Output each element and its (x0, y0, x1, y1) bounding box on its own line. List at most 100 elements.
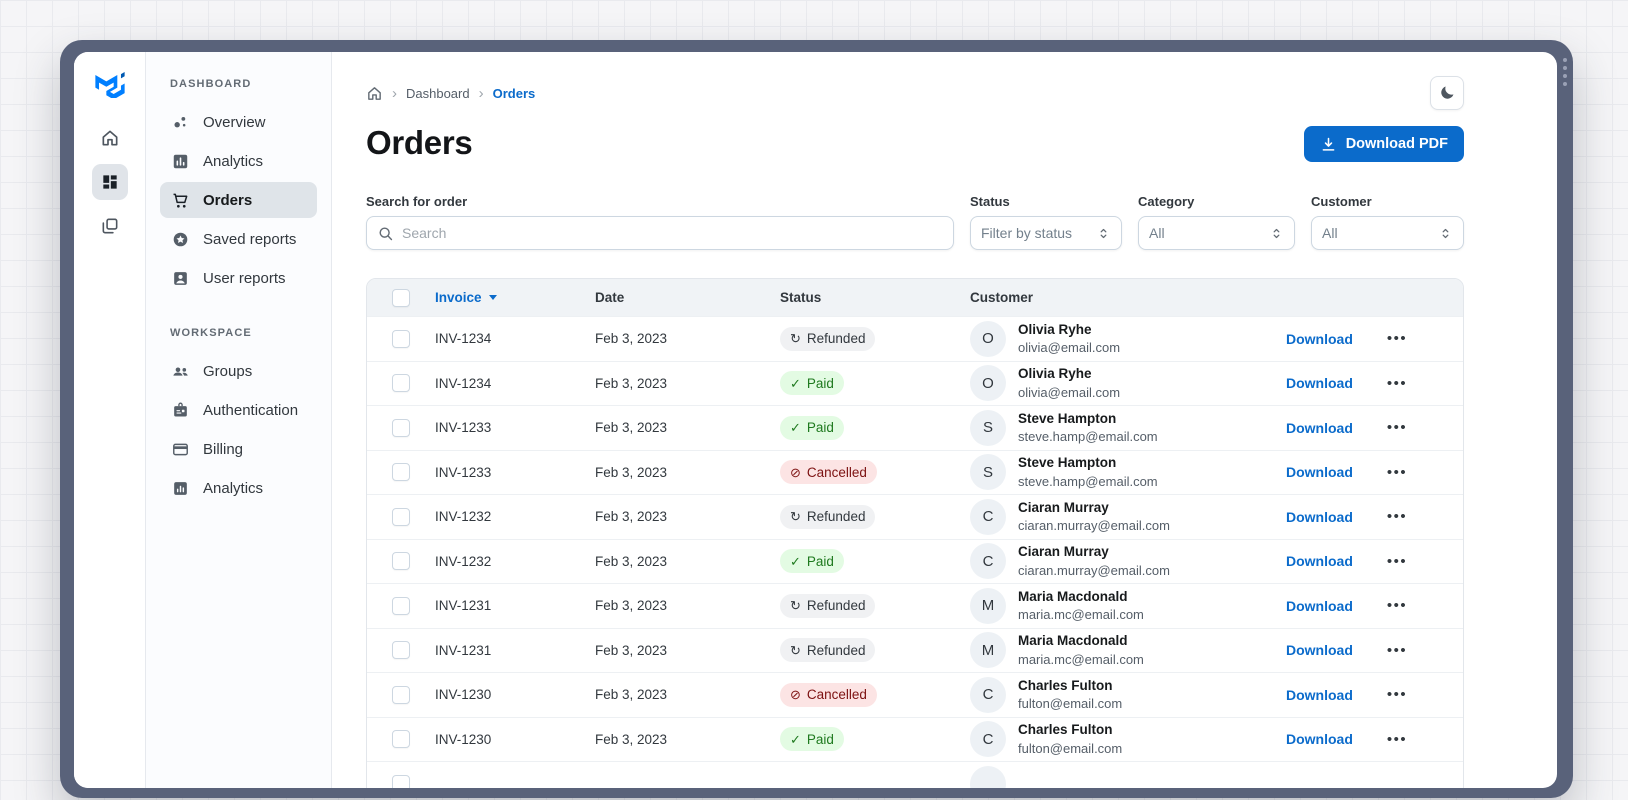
avatar: C (970, 721, 1006, 758)
invoice-cell: INV-1233 (435, 420, 492, 436)
customer-name: Maria Macdonald (1018, 633, 1128, 649)
download-link[interactable]: Download (1286, 419, 1353, 436)
breadcrumb-orders: Orders (492, 85, 536, 101)
download-pdf-button[interactable]: Download PDF (1303, 126, 1464, 162)
column-header-invoice[interactable]: Invoice (435, 290, 497, 305)
rail-item-dashboard[interactable] (91, 164, 128, 200)
bubble-chart-icon (170, 112, 190, 132)
invoice-cell: INV-1232 (435, 509, 492, 525)
download-link[interactable]: Download (1286, 642, 1353, 659)
status-badge: ✓ Paid (780, 549, 844, 574)
invoice-cell: INV-1231 (435, 642, 492, 658)
column-header-customer: Customer (970, 290, 1034, 305)
moon-icon (1441, 86, 1454, 99)
avatar: M (970, 587, 1006, 624)
window-scrollbar[interactable] (1563, 58, 1567, 86)
category-select[interactable]: All (1138, 216, 1295, 250)
table-row: INV-1231 Feb 3, 2023 ↻ Refunded M Maria Macdo… (367, 627, 1463, 672)
row-checkbox[interactable] (392, 418, 410, 437)
row-checkbox[interactable] (392, 552, 410, 571)
more-options-icon[interactable]: ••• (1386, 552, 1408, 570)
sidebar-item-saved-reports[interactable]: Saved reports (160, 221, 317, 257)
sidebar-item-overview[interactable]: Overview (160, 104, 317, 140)
more-options-icon[interactable]: ••• (1386, 730, 1408, 748)
search-input[interactable] (402, 225, 943, 241)
status-badge: ✓ Paid (780, 727, 844, 752)
check-icon: ✓ (790, 553, 801, 569)
sidebar-item-analytics[interactable]: Analytics (160, 143, 317, 179)
table-row: INV-1233 Feb 3, 2023 ⊘ Cancelled S Steve Hamp… (367, 449, 1463, 494)
more-options-icon[interactable]: ••• (1386, 641, 1408, 659)
sidebar-item-analytics-ws[interactable]: Analytics (160, 470, 317, 506)
row-checkbox[interactable] (392, 641, 410, 660)
download-link[interactable]: Download (1286, 464, 1353, 481)
customer-email: steve.hamp@email.com (1018, 473, 1158, 489)
avatar: S (970, 409, 1006, 446)
autorenew-icon: ↻ (790, 331, 801, 347)
date-cell: Feb 3, 2023 (595, 464, 668, 480)
download-link[interactable]: Download (1286, 731, 1353, 748)
status-label: Paid (806, 420, 834, 436)
sidebar-item-authentication[interactable]: Authentication (160, 392, 317, 428)
more-options-icon[interactable]: ••• (1386, 463, 1408, 481)
customer-email: olivia@email.com (1018, 384, 1121, 400)
download-link[interactable]: Download (1286, 508, 1353, 525)
date-cell: Feb 3, 2023 (595, 642, 668, 658)
more-options-icon[interactable]: ••• (1386, 597, 1408, 615)
sidebar-item-orders[interactable]: Orders (160, 182, 317, 218)
download-link[interactable]: Download (1286, 597, 1353, 614)
more-options-icon[interactable]: ••• (1386, 330, 1408, 348)
status-label: Refunded (806, 509, 866, 525)
rail-item-pages[interactable] (92, 208, 128, 244)
customer-select[interactable]: All (1311, 216, 1464, 250)
more-options-icon[interactable]: ••• (1386, 374, 1408, 392)
download-link[interactable]: Download (1286, 330, 1353, 347)
column-header-status: Status (780, 290, 822, 305)
breadcrumb-dashboard[interactable]: Dashboard (406, 85, 470, 101)
mui-logo-icon (94, 72, 125, 98)
download-link[interactable]: Download (1286, 375, 1353, 392)
table-row: INV-1230 Feb 3, 2023 ✓ Paid C Charles Fulton f… (367, 716, 1463, 761)
unfold-more-icon (1438, 226, 1453, 241)
select-all-checkbox[interactable] (392, 288, 410, 307)
bar-chart-box-icon (170, 151, 190, 171)
download-link[interactable]: Download (1286, 686, 1353, 703)
invoice-cell: INV-1231 (435, 598, 492, 614)
sidebar-item-user-reports[interactable]: User reports (160, 260, 317, 296)
row-checkbox[interactable] (392, 374, 410, 393)
rail-item-home[interactable] (92, 120, 128, 156)
home-icon[interactable] (366, 85, 383, 102)
date-cell: Feb 3, 2023 (595, 553, 668, 569)
app-window: DASHBOARD Overview Analytics Orders Save… (60, 40, 1573, 798)
more-options-icon[interactable]: ••• (1386, 508, 1408, 526)
customer-email: maria.mc@email.com (1018, 651, 1144, 667)
row-checkbox[interactable] (392, 596, 410, 615)
sidebar-item-billing[interactable]: Billing (160, 431, 317, 467)
unfold-more-icon (1269, 226, 1284, 241)
row-checkbox[interactable] (392, 507, 410, 526)
customer-email: maria.mc@email.com (1018, 607, 1144, 623)
date-cell: Feb 3, 2023 (595, 731, 668, 747)
row-checkbox[interactable] (392, 685, 410, 704)
theme-toggle-button[interactable] (1430, 76, 1464, 110)
groups-icon (170, 361, 190, 381)
sidebar-item-groups[interactable]: Groups (160, 353, 317, 389)
avatar (970, 765, 1006, 788)
autorenew-icon: ↻ (790, 598, 801, 614)
more-options-icon[interactable]: ••• (1386, 419, 1408, 437)
row-checkbox[interactable] (392, 329, 410, 348)
download-link[interactable]: Download (1286, 553, 1353, 570)
nav-label: Authentication (203, 401, 299, 419)
avatar: C (970, 676, 1006, 713)
row-checkbox[interactable] (392, 730, 410, 749)
invoice-cell: INV-1230 (435, 687, 492, 703)
avatar: C (970, 543, 1006, 580)
customer-filter-label: Customer (1311, 194, 1372, 209)
row-checkbox[interactable] (392, 774, 410, 788)
page-title: Orders (366, 124, 473, 161)
more-options-icon[interactable]: ••• (1386, 686, 1408, 704)
row-checkbox[interactable] (392, 463, 410, 482)
check-icon: ✓ (790, 731, 801, 747)
date-cell: Feb 3, 2023 (595, 509, 668, 525)
status-select[interactable]: Filter by status (970, 216, 1122, 250)
